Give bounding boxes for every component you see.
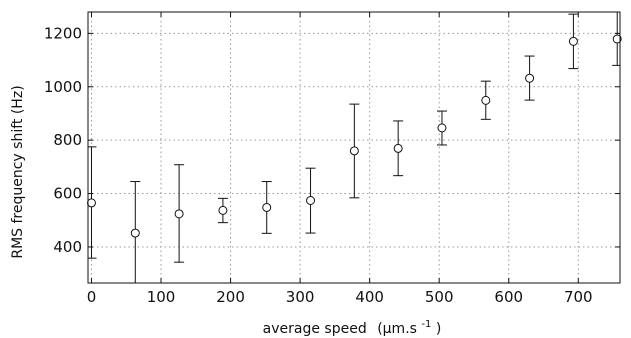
axis-ticks: 0 100 200 300 400 500 600 700 400 600 800 1000 1200 [44, 12, 620, 306]
data-point [306, 195, 316, 205]
data-point [481, 95, 491, 105]
data-point [568, 36, 578, 46]
x-tick-label: 300 [286, 288, 315, 306]
y-axis-label: RMS frequency shift (Hz) [10, 85, 26, 258]
data-point [612, 34, 622, 44]
x-tick-label: 200 [216, 288, 245, 306]
x-tick-label: 500 [425, 288, 454, 306]
y-tick-label: 1000 [44, 78, 82, 96]
data-point [130, 228, 140, 238]
x-axis-label-unit: (μm.s [377, 321, 417, 337]
plot-frame [87, 11, 621, 284]
y-tick-label: 800 [53, 131, 82, 149]
x-tick-label: 400 [355, 288, 384, 306]
y-tick-label: 1200 [44, 24, 82, 42]
x-tick-label: 0 [87, 288, 97, 306]
y-tick-label: 600 [53, 185, 82, 203]
x-tick-label: 700 [564, 288, 593, 306]
x-tick-label: 600 [494, 288, 523, 306]
data-point [437, 123, 447, 133]
data-point [86, 198, 96, 208]
x-tick-label: 100 [147, 288, 176, 306]
data-point [525, 73, 535, 83]
data-point [262, 202, 272, 212]
data-point [174, 209, 184, 219]
data-markers [86, 34, 622, 238]
data-point [393, 143, 403, 153]
y-tick-label: 400 [53, 238, 82, 256]
x-axis-label-unit-close: ) [436, 321, 441, 337]
x-axis-label-text: average speed [263, 321, 367, 337]
x-axis-label-exponent: -1 [421, 319, 431, 330]
data-point [349, 146, 359, 156]
x-axis-label: average speed (μm.s -1 ) [263, 315, 442, 337]
data-point [218, 205, 228, 215]
